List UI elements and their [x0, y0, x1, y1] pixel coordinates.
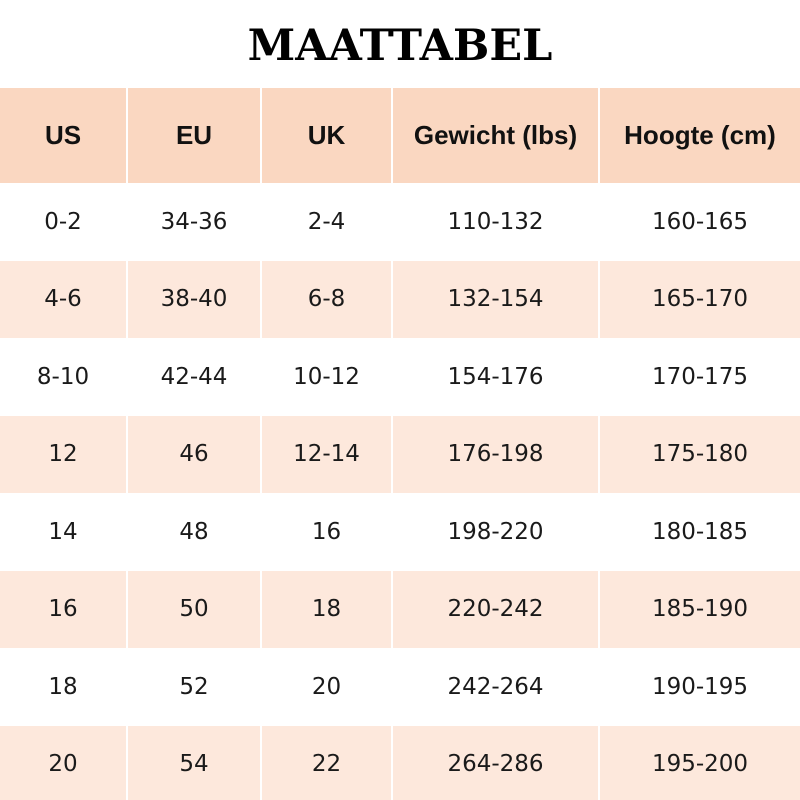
header-weight: Gewicht (lbs): [392, 88, 600, 183]
cell-height: 160-165: [651, 208, 749, 235]
cell-us: 4-6: [0, 260, 128, 338]
cell-height: 185-190: [651, 596, 749, 623]
cell-uk: 22: [261, 725, 393, 800]
cell-us: 0-2: [0, 183, 128, 261]
header-uk: UK: [261, 88, 393, 183]
cell-height: 165-170: [651, 286, 749, 313]
cell-height: 175-180: [651, 441, 749, 468]
cell-eu: 38-40: [127, 260, 262, 338]
cell-weight: 242-264: [392, 648, 600, 726]
cell-eu: 46: [127, 415, 262, 493]
cell-height: 190-195: [651, 673, 749, 700]
size-table: US EU UK Gewicht (lbs) Hoogte (cm) 0-2 3…: [0, 88, 800, 800]
cell-us: 20: [0, 725, 128, 800]
cell-uk: 6-8: [261, 260, 393, 338]
table-header-row: US EU UK Gewicht (lbs) Hoogte (cm): [0, 88, 800, 183]
cell-weight: 110-132: [392, 183, 600, 261]
cell-weight: 264-286: [392, 725, 600, 800]
cell-eu: 50: [127, 570, 262, 648]
header-us: US: [0, 88, 128, 183]
cell-eu: 54: [127, 725, 262, 800]
header-eu: EU: [127, 88, 262, 183]
cell-uk: 18: [261, 570, 393, 648]
cell-uk: 2-4: [261, 183, 393, 261]
cell-uk: 20: [261, 648, 393, 726]
cell-uk: 16: [261, 493, 393, 571]
table-row: 0-2 34-36 2-4 110-132 160-165: [0, 183, 800, 261]
cell-height: 170-175: [651, 363, 749, 390]
table-row: 12 46 12-14 176-198 175-180: [0, 415, 800, 493]
cell-weight: 176-198: [392, 415, 600, 493]
cell-uk: 10-12: [261, 338, 393, 416]
cell-height: 180-185: [651, 518, 749, 545]
cell-us: 16: [0, 570, 128, 648]
cell-uk: 12-14: [261, 415, 393, 493]
cell-weight: 220-242: [392, 570, 600, 648]
table-row: 8-10 42-44 10-12 154-176 170-175: [0, 338, 800, 416]
table-row: 16 50 18 220-242 185-190: [0, 570, 800, 648]
table-row: 4-6 38-40 6-8 132-154 165-170: [0, 260, 800, 338]
cell-eu: 52: [127, 648, 262, 726]
cell-weight: 132-154: [392, 260, 600, 338]
cell-us: 8-10: [0, 338, 128, 416]
table-row: 18 52 20 242-264 190-195: [0, 648, 800, 726]
cell-eu: 42-44: [127, 338, 262, 416]
cell-height: 195-200: [651, 751, 749, 778]
cell-us: 12: [0, 415, 128, 493]
cell-weight: 198-220: [392, 493, 600, 571]
cell-us: 14: [0, 493, 128, 571]
table-row: 14 48 16 198-220 180-185: [0, 493, 800, 571]
table-row: 20 54 22 264-286 195-200: [0, 725, 800, 800]
cell-eu: 34-36: [127, 183, 262, 261]
cell-us: 18: [0, 648, 128, 726]
cell-eu: 48: [127, 493, 262, 571]
page-title: MAATTABEL: [247, 21, 553, 71]
header-height: Hoogte (cm): [624, 120, 776, 150]
cell-weight: 154-176: [392, 338, 600, 416]
